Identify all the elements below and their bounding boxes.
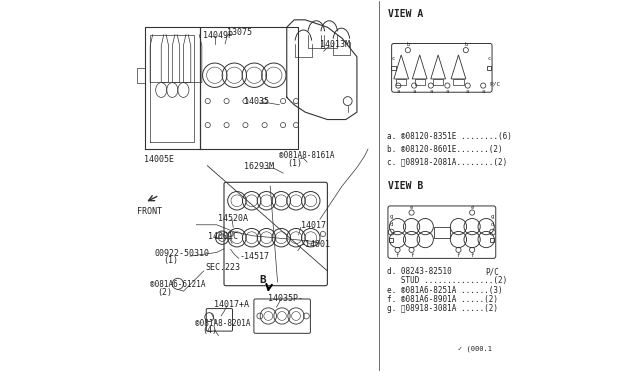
Text: c: c <box>488 56 491 61</box>
Bar <box>415 79 425 85</box>
Text: SEC.223: SEC.223 <box>205 263 241 272</box>
Text: 16293M: 16293M <box>244 162 273 171</box>
Text: b: b <box>464 42 467 48</box>
Bar <box>453 79 463 85</box>
Text: (2): (2) <box>157 288 173 297</box>
Text: -14517: -14517 <box>239 252 269 262</box>
Text: e: e <box>470 205 474 210</box>
Text: g: g <box>390 214 393 219</box>
Text: 14001C: 14001C <box>209 232 239 241</box>
Bar <box>391 65 396 70</box>
Text: a. ®08120-8351E ........(6): a. ®08120-8351E ........(6) <box>387 132 512 141</box>
Text: e: e <box>410 205 413 210</box>
Bar <box>490 238 495 242</box>
Text: f: f <box>457 253 460 258</box>
Text: b: b <box>406 42 410 48</box>
Text: f: f <box>410 253 413 258</box>
Bar <box>487 65 492 70</box>
Text: a: a <box>413 89 416 94</box>
Text: 14035: 14035 <box>244 97 269 106</box>
Text: d. 08243-82510: d. 08243-82510 <box>387 267 452 276</box>
Text: -14001: -14001 <box>301 240 331 249</box>
Text: B: B <box>259 275 266 285</box>
Text: ✓ (000.1: ✓ (000.1 <box>458 346 492 352</box>
Text: g. Ⓝ08918-3081A .....(2): g. Ⓝ08918-3081A .....(2) <box>387 304 498 313</box>
Text: a: a <box>429 89 433 94</box>
Text: 14035P-: 14035P- <box>268 294 303 303</box>
Text: g: g <box>491 214 494 219</box>
Text: a: a <box>397 89 400 94</box>
Text: 14049P: 14049P <box>203 31 232 40</box>
Text: 14013M: 14013M <box>320 41 350 49</box>
Text: e. ®081A6-8251A ......(3): e. ®081A6-8251A ......(3) <box>387 286 503 295</box>
Bar <box>396 79 406 85</box>
Text: P/C: P/C <box>490 82 501 87</box>
Text: 14017+A: 14017+A <box>214 300 249 310</box>
Text: STUD ...............(2): STUD ...............(2) <box>387 276 508 285</box>
Text: VIEW A: VIEW A <box>388 9 424 19</box>
Text: FRONT: FRONT <box>137 206 162 216</box>
Text: (1): (1) <box>287 158 302 168</box>
Text: ®081A8-8161A: ®081A8-8161A <box>278 151 334 160</box>
Text: 00922-50310: 00922-50310 <box>155 249 209 258</box>
Bar <box>434 227 450 238</box>
Text: a: a <box>466 89 469 94</box>
Text: a: a <box>481 89 485 94</box>
Bar <box>389 238 394 242</box>
Text: VIEW B: VIEW B <box>388 181 424 191</box>
Text: 14017: 14017 <box>301 221 326 230</box>
Text: c. Ⓝ08918-2081A........(2): c. Ⓝ08918-2081A........(2) <box>387 157 508 167</box>
Text: c: c <box>392 56 395 61</box>
Text: ®081A6-6121A: ®081A6-6121A <box>150 280 205 289</box>
Text: a: a <box>445 89 449 94</box>
Text: 14520A: 14520A <box>218 214 248 223</box>
Text: (1): (1) <box>163 256 178 265</box>
Text: 14005E: 14005E <box>143 155 173 164</box>
Text: d: d <box>491 222 494 227</box>
Text: f: f <box>470 253 474 258</box>
Text: ®081A8-8201A: ®081A8-8201A <box>195 319 251 328</box>
Text: d: d <box>390 222 393 227</box>
Bar <box>433 79 444 85</box>
Text: 13075: 13075 <box>227 28 252 37</box>
Text: (4): (4) <box>203 326 218 335</box>
Text: P/C: P/C <box>485 267 499 276</box>
Text: b. ®08120-8601E.......(2): b. ®08120-8601E.......(2) <box>387 145 503 154</box>
Text: f. ®081A6-8901A .....(2): f. ®081A6-8901A .....(2) <box>387 295 498 304</box>
Text: f: f <box>396 253 399 258</box>
